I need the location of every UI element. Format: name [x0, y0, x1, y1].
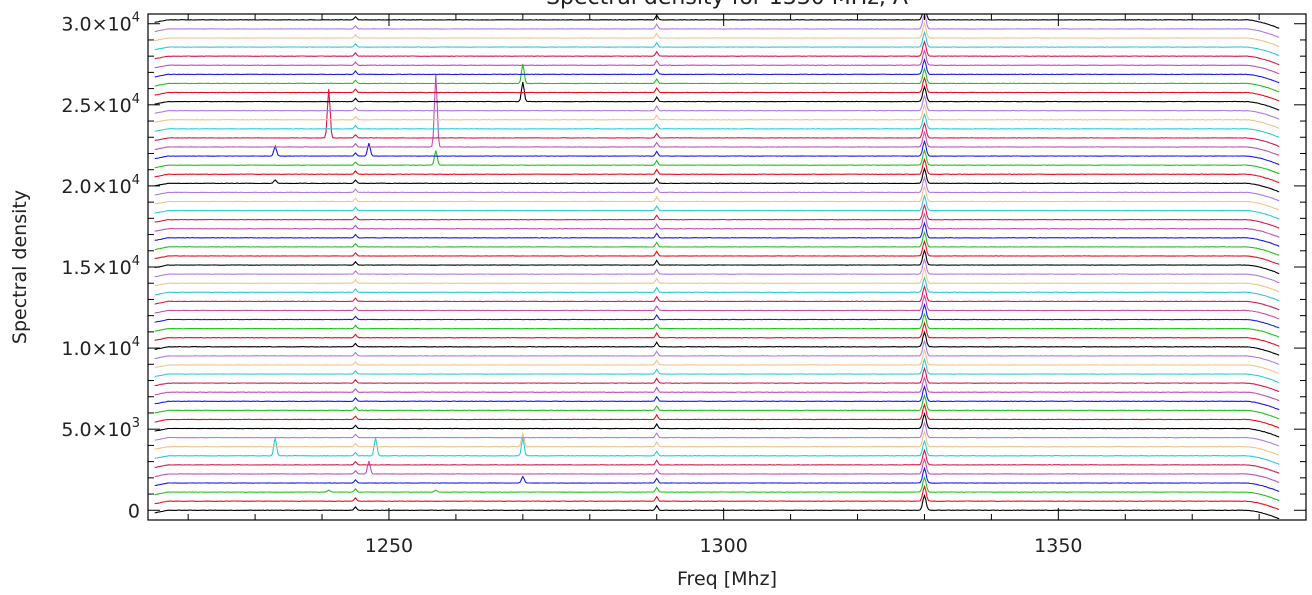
- series-line-40: [154, 74, 1280, 156]
- y-tick-label-15000: 1.5×104: [61, 254, 140, 279]
- y-tick-mantissa: 2.0×10: [61, 176, 131, 198]
- series-line-29: [154, 230, 1280, 256]
- series-line-50: [154, 39, 1280, 66]
- series-line-11: [154, 393, 1280, 420]
- y-tick-label-20000: 2.0×104: [61, 173, 140, 198]
- chart-title: Spectral density for 1330 MHz, A: [546, 0, 908, 10]
- y-tick-exponent: 4: [132, 335, 140, 350]
- y-tick-mantissa: 3.0×10: [61, 14, 131, 36]
- series-line-26: [154, 257, 1280, 284]
- series-line-17: [154, 339, 1280, 366]
- x-axis-title: Freq [Mhz]: [677, 568, 777, 590]
- series-line-41: [154, 89, 1280, 148]
- series-line-36: [154, 166, 1280, 193]
- y-tick-mantissa: 1.0×10: [61, 338, 131, 360]
- series-line-2: [154, 475, 1280, 502]
- y-tick-mantissa: 5.0×10: [61, 419, 131, 441]
- y-tick-exponent: 4: [132, 254, 140, 269]
- series-line-0: [154, 493, 1280, 520]
- series-line-18: [154, 330, 1280, 356]
- series-line-38: [154, 148, 1280, 175]
- series-line-28: [154, 239, 1280, 265]
- series-line-45: [154, 82, 1280, 111]
- series-line-37: [154, 157, 1280, 184]
- series-line-5: [154, 448, 1280, 474]
- series-line-54: [154, 14, 1280, 29]
- axis-ticks: 1250 1300 135005.0×1031.0×1041.5×1042.0×10…: [61, 11, 1306, 557]
- series-line-10: [154, 402, 1280, 429]
- y-tick-mantissa: 1.5×10: [61, 257, 131, 279]
- series-line-8: [154, 421, 1280, 447]
- series-line-21: [154, 302, 1280, 329]
- series-line-53: [154, 14, 1280, 38]
- x-tick-label-1300: 1300: [699, 535, 747, 557]
- y-axis-title: Spectral density: [9, 190, 31, 344]
- y-tick-label-0: 0: [128, 500, 140, 522]
- series-line-33: [154, 194, 1280, 220]
- series-line-47: [154, 63, 1280, 93]
- series-line-24: [154, 276, 1280, 302]
- series-line-9: [154, 411, 1280, 438]
- y-tick-label-25000: 2.5×104: [61, 92, 140, 117]
- series-line-27: [154, 248, 1280, 275]
- y-tick-label-10000: 1.0×104: [61, 335, 140, 360]
- plot-frame: [147, 13, 1307, 521]
- y-tick-mantissa: 2.5×10: [61, 95, 131, 117]
- series-line-4: [154, 457, 1280, 483]
- series-line-14: [154, 366, 1280, 393]
- series-line-12: [154, 384, 1280, 411]
- series-line-34: [154, 185, 1280, 211]
- series-line-32: [154, 203, 1280, 229]
- series-line-43: [154, 103, 1280, 129]
- series-line-39: [154, 139, 1280, 166]
- series-line-20: [154, 312, 1280, 338]
- y-tick-exponent: 3: [132, 416, 140, 431]
- series-line-13: [154, 376, 1280, 402]
- series-line-25: [154, 266, 1280, 293]
- series-line-51: [154, 30, 1280, 57]
- series-lines: [154, 14, 1280, 520]
- y-tick-exponent: 4: [132, 11, 140, 26]
- series-line-1: [154, 484, 1280, 511]
- y-tick-label-30000: 3.0×104: [61, 11, 140, 36]
- series-line-7: [154, 430, 1280, 456]
- y-tick-label-5000: 5.0×103: [61, 416, 140, 441]
- series-line-19: [154, 321, 1280, 347]
- x-tick-label-1350: 1350: [1034, 535, 1082, 557]
- series-line-31: [154, 212, 1280, 238]
- x-tick-label-1250: 1250: [365, 535, 413, 557]
- series-line-48: [154, 58, 1280, 84]
- y-tick-exponent: 4: [132, 173, 140, 188]
- series-line-15: [154, 357, 1280, 384]
- series-line-44: [154, 94, 1280, 120]
- series-line-30: [154, 221, 1280, 247]
- y-tick-exponent: 4: [132, 92, 140, 107]
- series-line-22: [154, 294, 1280, 320]
- series-line-52: [154, 21, 1280, 47]
- series-line-3: [154, 466, 1280, 493]
- series-line-35: [154, 175, 1280, 202]
- y-tick-mantissa: 0: [128, 500, 140, 522]
- series-line-42: [154, 112, 1280, 138]
- series-line-49: [154, 48, 1280, 75]
- series-line-23: [154, 284, 1280, 311]
- series-line-6: [154, 437, 1280, 465]
- series-line-46: [154, 76, 1280, 102]
- series-line-16: [154, 348, 1280, 375]
